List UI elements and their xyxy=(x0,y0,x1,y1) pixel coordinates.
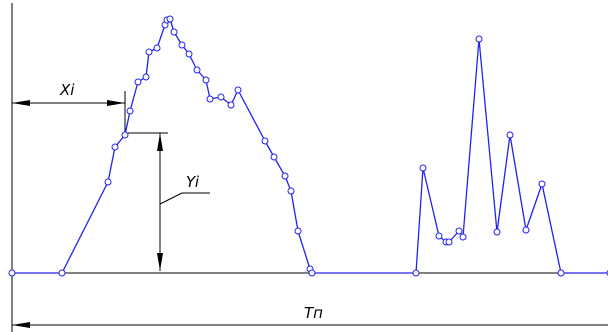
yi-label: Yi xyxy=(186,173,200,191)
profile-series xyxy=(8,15,608,277)
yi-leader-line xyxy=(159,192,183,205)
profile-point-28 xyxy=(308,269,316,277)
profile-point-26 xyxy=(294,227,302,235)
profile-point-1 xyxy=(58,269,66,277)
xi-label: Xi xyxy=(59,81,75,99)
profile-point-3 xyxy=(111,143,119,151)
profile-point-18 xyxy=(206,95,214,103)
profile-point-5 xyxy=(126,107,134,115)
profile-point-41 xyxy=(557,269,565,277)
profile-line xyxy=(12,18,608,274)
profile-point-25 xyxy=(287,187,295,195)
xi-arrowhead-right xyxy=(107,100,125,106)
profile-point-20 xyxy=(227,101,235,109)
profile-point-15 xyxy=(185,50,193,58)
profile-point-19 xyxy=(217,93,225,101)
profile-point-24 xyxy=(281,172,289,180)
profile-point-7 xyxy=(142,73,150,81)
profile-point-35 xyxy=(459,233,467,241)
profile-point-38 xyxy=(506,131,514,139)
profile-point-22 xyxy=(261,137,269,145)
profile-point-16 xyxy=(193,66,201,74)
profile-point-14 xyxy=(178,41,186,49)
xi-arrowhead-left xyxy=(12,100,30,106)
profile-point-0 xyxy=(8,269,16,277)
profile-point-40 xyxy=(538,180,546,188)
profile-point-2 xyxy=(104,178,112,186)
profile-point-34 xyxy=(455,227,463,235)
profile-point-6 xyxy=(134,78,142,86)
profile-point-39 xyxy=(522,226,530,234)
yi-arrowhead-top xyxy=(157,133,163,151)
profile-point-13 xyxy=(170,28,178,36)
tp-arrowhead-left xyxy=(12,322,30,328)
profile-point-31 xyxy=(435,232,443,240)
profile-point-37 xyxy=(493,228,501,236)
profile-point-21 xyxy=(234,86,242,94)
profile-point-33 xyxy=(445,238,453,246)
profile-point-8 xyxy=(145,48,153,56)
yi-arrowhead-bottom xyxy=(157,253,163,271)
profile-point-17 xyxy=(202,76,210,84)
profile-point-4 xyxy=(121,131,129,139)
profile-point-36 xyxy=(475,35,483,43)
tp-label: Tп xyxy=(304,304,323,322)
profile-point-29 xyxy=(412,269,420,277)
profile-point-9 xyxy=(153,44,161,52)
profile-point-23 xyxy=(270,153,278,161)
profile-point-12 xyxy=(166,15,174,23)
profile-point-30 xyxy=(419,164,427,172)
